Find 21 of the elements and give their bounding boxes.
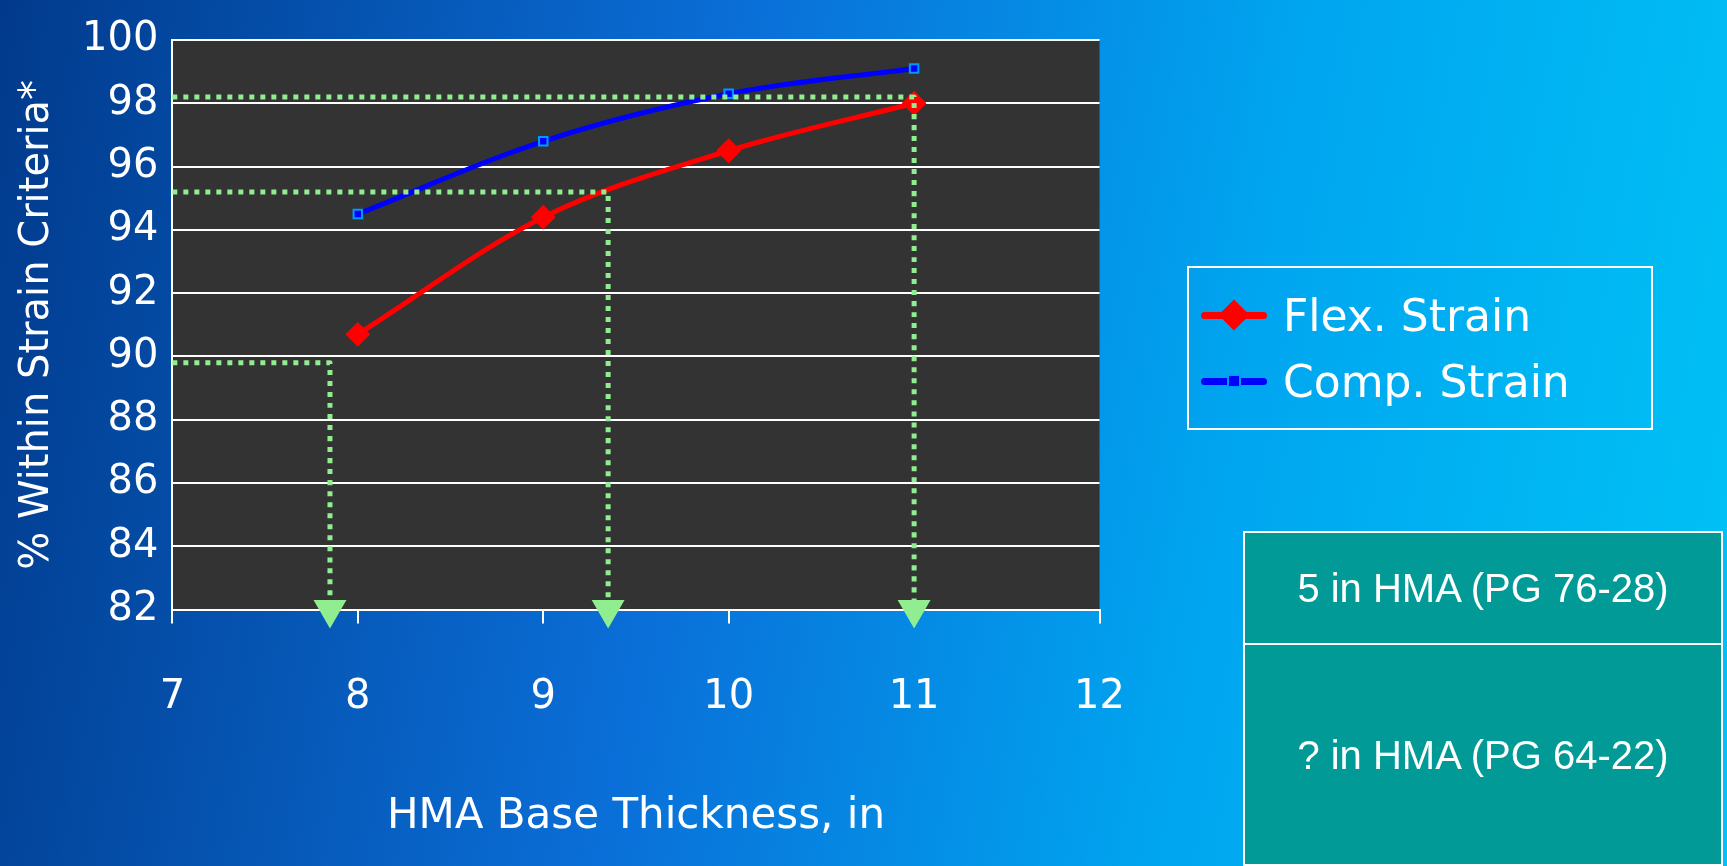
y-tick-label: 92 bbox=[107, 266, 159, 313]
y-axis-title: % Within Strain Criteria* bbox=[11, 79, 58, 570]
y-tick-label: 96 bbox=[107, 139, 159, 186]
x-axis-title: HMA Base Thickness, in bbox=[386, 788, 885, 838]
x-tick-label: 11 bbox=[888, 670, 940, 717]
y-tick-label: 100 bbox=[81, 13, 159, 60]
x-tick-label: 9 bbox=[530, 670, 556, 717]
y-tick-label: 94 bbox=[107, 203, 159, 250]
y-tick-label: 88 bbox=[107, 393, 159, 440]
y-tick-label: 82 bbox=[107, 582, 159, 629]
label-table: 5 in HMA (PG 76-28) ? in HMA (PG 64-22) bbox=[1243, 531, 1723, 866]
legend-label: Comp. Strain bbox=[1283, 355, 1570, 407]
y-tick-label: 84 bbox=[107, 519, 159, 566]
x-tick-label: 10 bbox=[703, 670, 755, 717]
x-tick-label: 7 bbox=[159, 670, 186, 717]
legend-label: Flex. Strain bbox=[1283, 289, 1532, 341]
y-tick-label: 86 bbox=[107, 456, 159, 503]
y-tick-label: 90 bbox=[107, 329, 159, 376]
y-tick-label: 98 bbox=[107, 76, 159, 123]
x-tick-label: 8 bbox=[345, 670, 371, 717]
x-tick-label: 12 bbox=[1074, 670, 1125, 717]
